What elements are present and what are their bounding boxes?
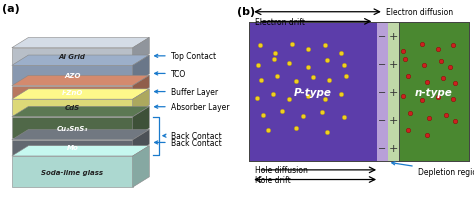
Bar: [249, 23, 469, 161]
Text: Absorber Layer: Absorber Layer: [155, 103, 229, 112]
Text: Hole drift: Hole drift: [255, 175, 291, 184]
Bar: [12, 140, 133, 155]
Text: −: −: [378, 143, 386, 153]
Text: Electron diffusion: Electron diffusion: [386, 8, 453, 17]
Text: TCO: TCO: [155, 69, 186, 79]
Text: (a): (a): [2, 4, 20, 14]
Text: Al Grid: Al Grid: [59, 54, 86, 60]
Polygon shape: [133, 130, 149, 155]
Text: i-ZnO: i-ZnO: [62, 89, 83, 95]
Bar: [12, 100, 133, 116]
Text: Hole diffusion: Hole diffusion: [255, 166, 308, 175]
Text: n-type: n-type: [415, 87, 453, 97]
Text: Soda-lime glass: Soda-lime glass: [41, 169, 103, 175]
Bar: [12, 66, 133, 85]
Text: Back Contact: Back Contact: [155, 138, 221, 147]
Text: Buffer Layer: Buffer Layer: [155, 88, 218, 97]
Text: Top Contact: Top Contact: [155, 52, 216, 61]
Bar: [377, 23, 388, 161]
Bar: [399, 23, 469, 161]
Text: Mo: Mo: [66, 144, 78, 150]
Text: −: −: [378, 32, 386, 42]
Text: Depletion region: Depletion region: [392, 162, 474, 176]
Polygon shape: [133, 38, 149, 65]
Polygon shape: [12, 76, 149, 86]
Text: Back Contact: Back Contact: [163, 132, 221, 141]
Polygon shape: [12, 130, 149, 140]
Text: AZO: AZO: [64, 73, 81, 78]
Text: +: +: [389, 32, 398, 42]
Text: −: −: [378, 115, 386, 125]
Text: +: +: [389, 143, 398, 153]
Text: (b): (b): [237, 7, 255, 17]
Bar: [388, 23, 399, 161]
Bar: [12, 117, 133, 139]
Text: −: −: [378, 87, 386, 97]
Polygon shape: [12, 146, 149, 156]
Polygon shape: [133, 146, 149, 187]
Text: −: −: [378, 60, 386, 69]
Polygon shape: [133, 76, 149, 98]
Text: P-type: P-type: [294, 87, 332, 97]
Text: CdS: CdS: [65, 105, 80, 111]
Polygon shape: [133, 56, 149, 85]
Text: Cu₂SnS₃: Cu₂SnS₃: [56, 125, 88, 131]
Polygon shape: [12, 38, 149, 48]
Polygon shape: [12, 89, 149, 100]
Bar: [12, 86, 133, 98]
Text: +: +: [389, 87, 398, 97]
Polygon shape: [133, 89, 149, 116]
Text: +: +: [389, 115, 398, 125]
Polygon shape: [133, 107, 149, 139]
Bar: [249, 23, 377, 161]
Polygon shape: [12, 107, 149, 117]
Text: +: +: [389, 60, 398, 69]
Polygon shape: [12, 56, 149, 66]
Bar: [12, 156, 133, 187]
Text: Electron drift: Electron drift: [255, 18, 305, 27]
Bar: [12, 48, 133, 65]
